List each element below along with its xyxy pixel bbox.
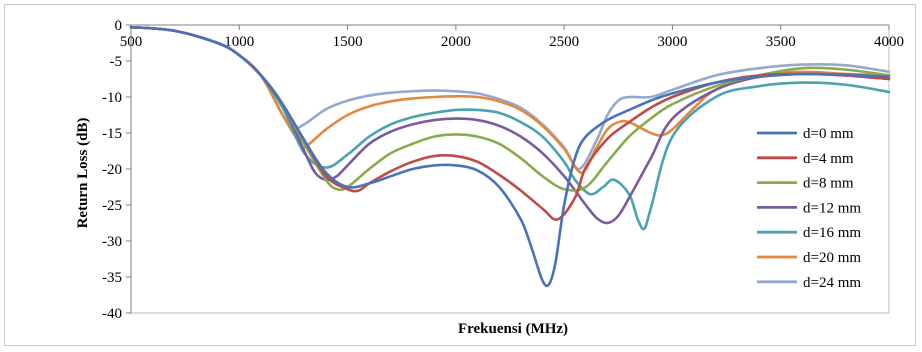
series-line-d-20-mm bbox=[129, 25, 891, 174]
y-tick-label: -40 bbox=[102, 306, 122, 322]
series-line-d-0-mm bbox=[129, 25, 891, 288]
y-axis-title: Return Loss (dB) bbox=[75, 118, 91, 229]
legend-label-d-4-mm: d=4 mm bbox=[803, 151, 854, 167]
y-tick-label: -15 bbox=[102, 126, 122, 142]
series-line-d-8-mm bbox=[129, 25, 891, 192]
legend-label-d-24-mm: d=24 mm bbox=[803, 275, 861, 291]
x-tick-label: 3500 bbox=[766, 34, 796, 50]
legend-label-d-8-mm: d=8 mm bbox=[803, 176, 854, 192]
series-line-d-4-mm bbox=[129, 25, 891, 221]
x-tick-label: 2500 bbox=[549, 34, 579, 50]
return-loss-chart: 0 -5 -10 -15 -20 -25 -30 -35 -40 500 1000 1500 2000 2… bbox=[75, 18, 904, 337]
x-tick-label: 3000 bbox=[657, 34, 687, 50]
y-tick-label: 0 bbox=[115, 18, 123, 34]
x-tick-label: 1000 bbox=[224, 34, 254, 50]
x-tick-label: 1500 bbox=[333, 34, 363, 50]
legend-label-d-0-mm: d=0 mm bbox=[803, 126, 854, 142]
chart-frame: 0 -5 -10 -15 -20 -25 -30 -35 -40 500 1000 1500 2000 2… bbox=[4, 4, 916, 346]
x-axis-title: Frekuensi (MHz) bbox=[458, 321, 568, 337]
x-tick-label: 2000 bbox=[441, 34, 471, 50]
plot-area bbox=[130, 24, 890, 314]
series-line-d-12-mm bbox=[129, 25, 891, 225]
y-tick-label: -5 bbox=[110, 54, 123, 70]
x-tick-label: 500 bbox=[120, 34, 143, 50]
y-tick-label: -30 bbox=[102, 234, 122, 250]
legend-label-d-20-mm: d=20 mm bbox=[803, 250, 861, 266]
y-tick-label: -35 bbox=[102, 270, 122, 286]
legend-label-d-16-mm: d=16 mm bbox=[803, 225, 861, 241]
y-tick-label: -10 bbox=[102, 90, 122, 106]
y-tick-label: -20 bbox=[102, 162, 122, 178]
y-tick-label: -25 bbox=[102, 198, 122, 214]
x-tick-label: 4000 bbox=[874, 34, 904, 50]
legend-label-d-12-mm: d=12 mm bbox=[803, 200, 861, 216]
series-line-d-16-mm bbox=[129, 25, 891, 231]
